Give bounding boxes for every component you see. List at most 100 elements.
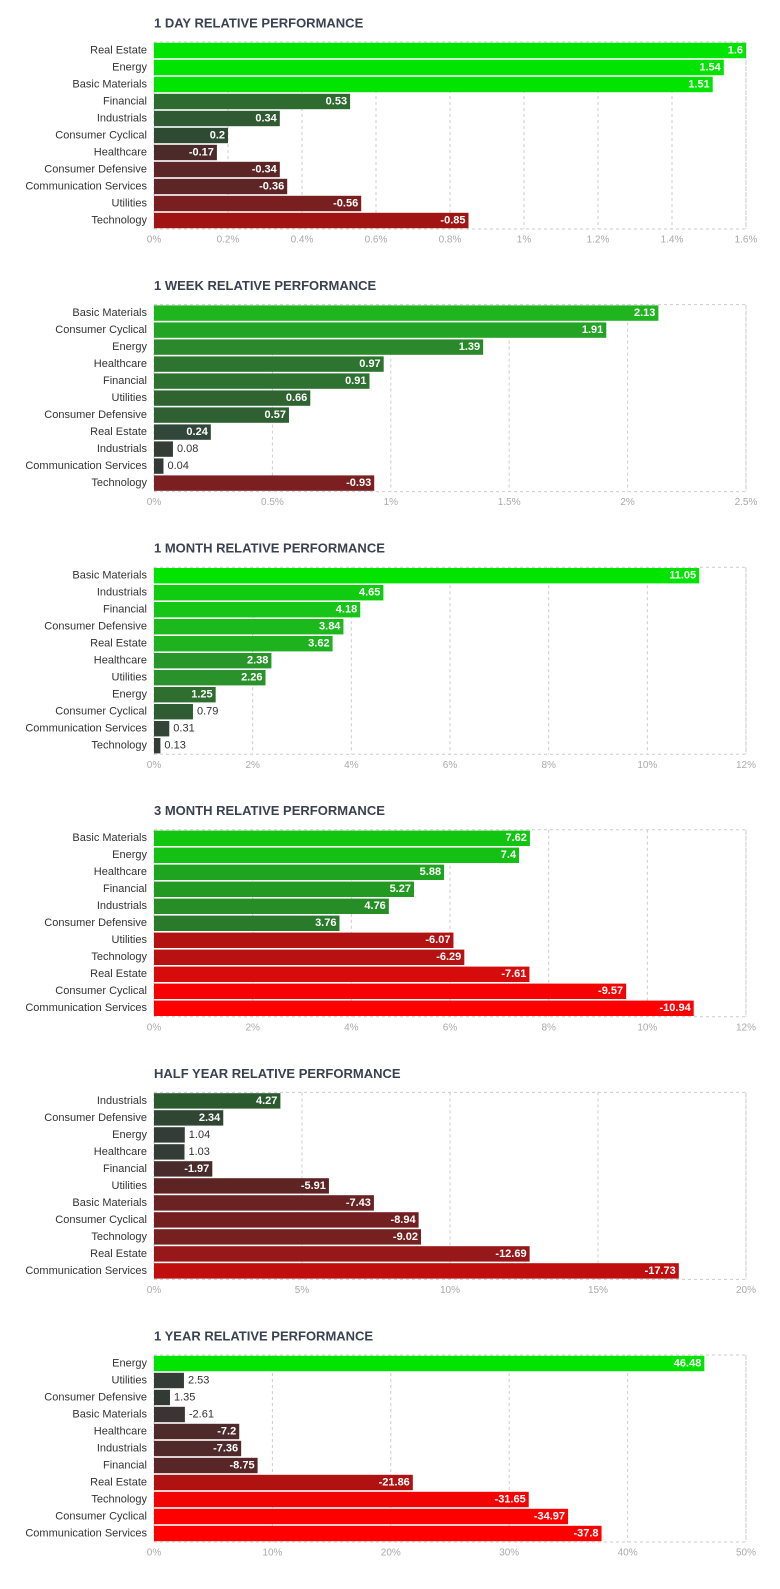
value-label: 0.34: [255, 112, 277, 124]
category-label: Industrials: [97, 900, 148, 912]
category-label: Consumer Defensive: [44, 621, 147, 633]
x-tick-label: 20%: [381, 1548, 401, 1559]
x-tick-label: 50%: [736, 1548, 756, 1559]
value-label: 0.91: [345, 375, 366, 387]
value-label: -0.36: [259, 180, 284, 192]
category-label: Energy: [112, 849, 147, 861]
bar: [154, 1127, 185, 1143]
category-label: Consumer Cyclical: [55, 706, 147, 718]
x-tick-label: 0%: [147, 497, 162, 508]
bar: [154, 1195, 374, 1211]
x-tick-label: 12%: [736, 760, 756, 771]
x-tick-label: 5%: [295, 1285, 310, 1296]
value-label: 5.88: [420, 866, 441, 878]
category-label: Financial: [103, 883, 147, 895]
value-label: 7.62: [505, 832, 526, 844]
bar: [154, 373, 370, 389]
x-tick-label: 0.4%: [291, 235, 314, 246]
category-label: Communication Services: [25, 180, 147, 192]
category-label: Real Estate: [90, 44, 147, 56]
x-tick-label: 4%: [344, 1022, 359, 1033]
value-label: -5.91: [301, 1180, 326, 1192]
category-label: Real Estate: [90, 1476, 147, 1488]
chart-title: 1 YEAR RELATIVE PERFORMANCE: [154, 1328, 373, 1343]
category-label: Consumer Defensive: [44, 1391, 147, 1403]
x-tick-label: 30%: [499, 1548, 519, 1559]
bar: [154, 1110, 224, 1126]
bar: [154, 339, 484, 355]
x-tick-label: 4%: [344, 760, 359, 771]
category-label: Industrials: [97, 587, 148, 599]
bar: [154, 864, 445, 880]
bar: [154, 653, 272, 669]
category-label: Healthcare: [94, 1425, 147, 1437]
x-tick-label: 10%: [262, 1548, 282, 1559]
x-tick-label: 10%: [440, 1285, 460, 1296]
category-label: Technology: [91, 1231, 147, 1243]
x-tick-label: 0.2%: [217, 235, 240, 246]
value-label: 0.97: [359, 358, 380, 370]
category-label: Healthcare: [94, 866, 147, 878]
x-tick-label: 2.5%: [735, 497, 758, 508]
value-label: 0.79: [197, 706, 218, 718]
bar: [154, 830, 530, 846]
value-label: -7.2: [217, 1425, 236, 1437]
x-tick-label: 0.6%: [365, 235, 388, 246]
value-label: 0.24: [186, 426, 208, 438]
bar: [154, 144, 217, 161]
category-label: Financial: [103, 1459, 147, 1471]
value-label: -7.61: [501, 968, 526, 980]
bar: [154, 1355, 705, 1372]
category-label: Communication Services: [25, 1527, 147, 1539]
category-label: Financial: [103, 95, 147, 107]
category-label: Industrials: [97, 443, 148, 455]
value-label: 0.08: [177, 443, 198, 455]
category-label: Utilities: [112, 1374, 148, 1386]
bar: [154, 76, 713, 93]
category-label: Utilities: [112, 934, 148, 946]
x-tick-label: 2%: [245, 1022, 260, 1033]
x-tick-label: 20%: [736, 1285, 756, 1296]
value-label: 7.4: [501, 849, 517, 861]
value-label: 46.48: [674, 1357, 702, 1369]
value-label: -8.94: [391, 1214, 417, 1226]
bar: [154, 1212, 419, 1228]
bar: [154, 1440, 242, 1457]
x-tick-label: 0%: [147, 235, 162, 246]
category-label: Real Estate: [90, 426, 147, 438]
value-label: 1.35: [174, 1391, 195, 1403]
value-label: -12.69: [495, 1248, 526, 1260]
x-tick-label: 12%: [736, 1022, 756, 1033]
value-label: -9.57: [598, 985, 623, 997]
bar: [154, 305, 659, 321]
x-tick-label: 8%: [541, 760, 556, 771]
bar: [154, 1246, 530, 1262]
category-label: Healthcare: [94, 1146, 147, 1158]
value-label: 2.53: [188, 1374, 209, 1386]
category-label: Basic Materials: [72, 78, 147, 90]
bar: [154, 1229, 421, 1245]
bar: [154, 670, 266, 686]
category-label: Communication Services: [25, 1002, 147, 1014]
value-label: 2.13: [634, 307, 655, 319]
value-label: 1.03: [188, 1146, 209, 1158]
bar: [154, 1178, 329, 1194]
category-label: Basic Materials: [72, 1408, 147, 1420]
value-label: -0.93: [346, 477, 371, 489]
category-label: Financial: [103, 1163, 147, 1175]
category-label: Technology: [91, 1493, 147, 1505]
value-label: -7.36: [213, 1442, 238, 1454]
x-tick-label: 1%: [517, 235, 532, 246]
bar: [154, 441, 173, 457]
bar: [154, 1457, 258, 1474]
category-label: Energy: [112, 1357, 147, 1369]
bar: [154, 932, 454, 948]
value-label: 4.76: [364, 900, 385, 912]
value-label: 1.51: [688, 78, 709, 90]
chart-title: 1 DAY RELATIVE PERFORMANCE: [154, 15, 364, 30]
x-tick-label: 1.6%: [735, 235, 758, 246]
value-label: 3.76: [315, 917, 336, 929]
bar: [154, 59, 724, 76]
chart-title: HALF YEAR RELATIVE PERFORMANCE: [154, 1066, 401, 1081]
bar: [154, 602, 361, 618]
